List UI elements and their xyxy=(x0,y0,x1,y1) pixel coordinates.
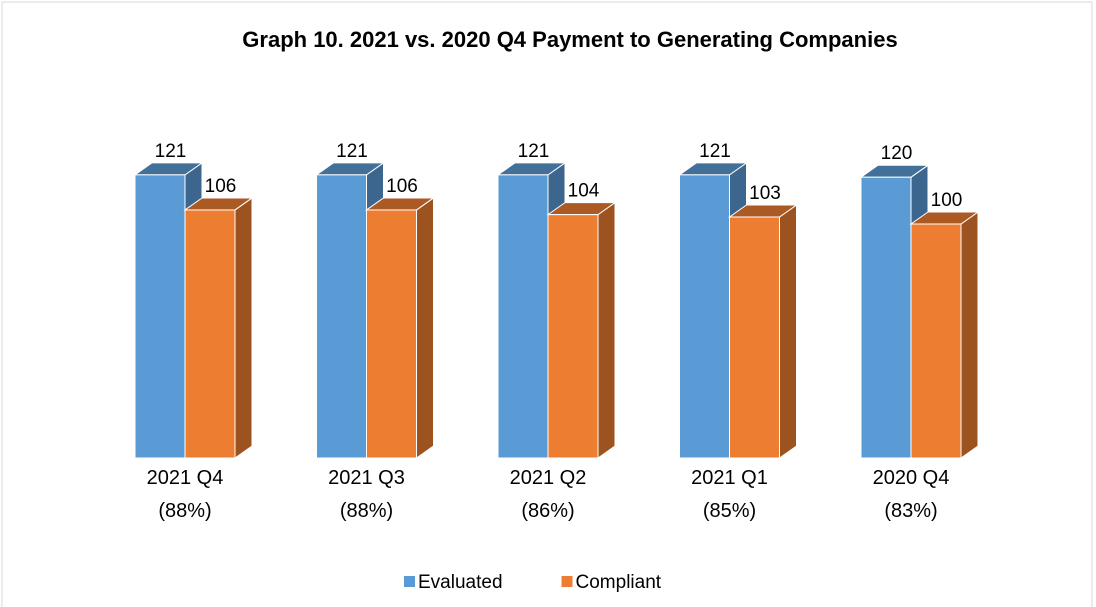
bar-side xyxy=(597,201,616,459)
data-label: 120 xyxy=(881,143,913,164)
bar-front xyxy=(679,174,730,459)
bar-front xyxy=(497,174,549,459)
x-tick-label: 2021 Q2 (86%) xyxy=(509,467,587,522)
bar-side xyxy=(234,196,253,459)
bar-front xyxy=(134,174,186,459)
data-label: 100 xyxy=(931,190,963,211)
bar-side xyxy=(779,204,797,459)
x-tick-label: 2021 Q1 (85%) xyxy=(691,467,768,522)
bar-front xyxy=(184,209,236,459)
bar-front xyxy=(910,223,962,459)
data-label: 121 xyxy=(518,141,550,162)
bar-side xyxy=(960,211,979,459)
data-label: 121 xyxy=(155,141,187,162)
bar xyxy=(909,211,980,459)
legend-swatch xyxy=(404,576,415,587)
chart-title: Graph 10. 2021 vs. 2020 Q4 Payment to Ge… xyxy=(242,27,898,52)
legend-swatch xyxy=(561,576,573,587)
x-tick-label: 2021 Q3 (88%) xyxy=(328,467,405,522)
bar xyxy=(546,201,617,459)
bar-front xyxy=(729,216,780,459)
data-label: 121 xyxy=(699,141,731,162)
data-label: 104 xyxy=(568,181,600,202)
bar-front xyxy=(366,209,417,459)
data-label: 106 xyxy=(386,176,418,197)
bar xyxy=(183,196,254,459)
bar-side xyxy=(416,196,434,459)
data-label: 121 xyxy=(336,141,368,162)
legend-label: Compliant xyxy=(576,572,662,593)
legend-label: Evaluated xyxy=(418,572,503,593)
data-label: 106 xyxy=(205,176,237,197)
title-box: Graph 10. 2021 vs. 2020 Q4 Payment to Ge… xyxy=(242,27,898,52)
x-tick-label: 2021 Q4 (88%) xyxy=(146,467,224,522)
bar xyxy=(677,161,749,459)
bar-front xyxy=(316,174,367,459)
bar-front xyxy=(547,214,599,459)
data-label: 103 xyxy=(749,183,781,204)
bar xyxy=(364,196,436,459)
x-tick-label: 2020 Q4 (83%) xyxy=(872,467,950,522)
bar xyxy=(727,204,799,459)
bar-front xyxy=(860,176,912,459)
